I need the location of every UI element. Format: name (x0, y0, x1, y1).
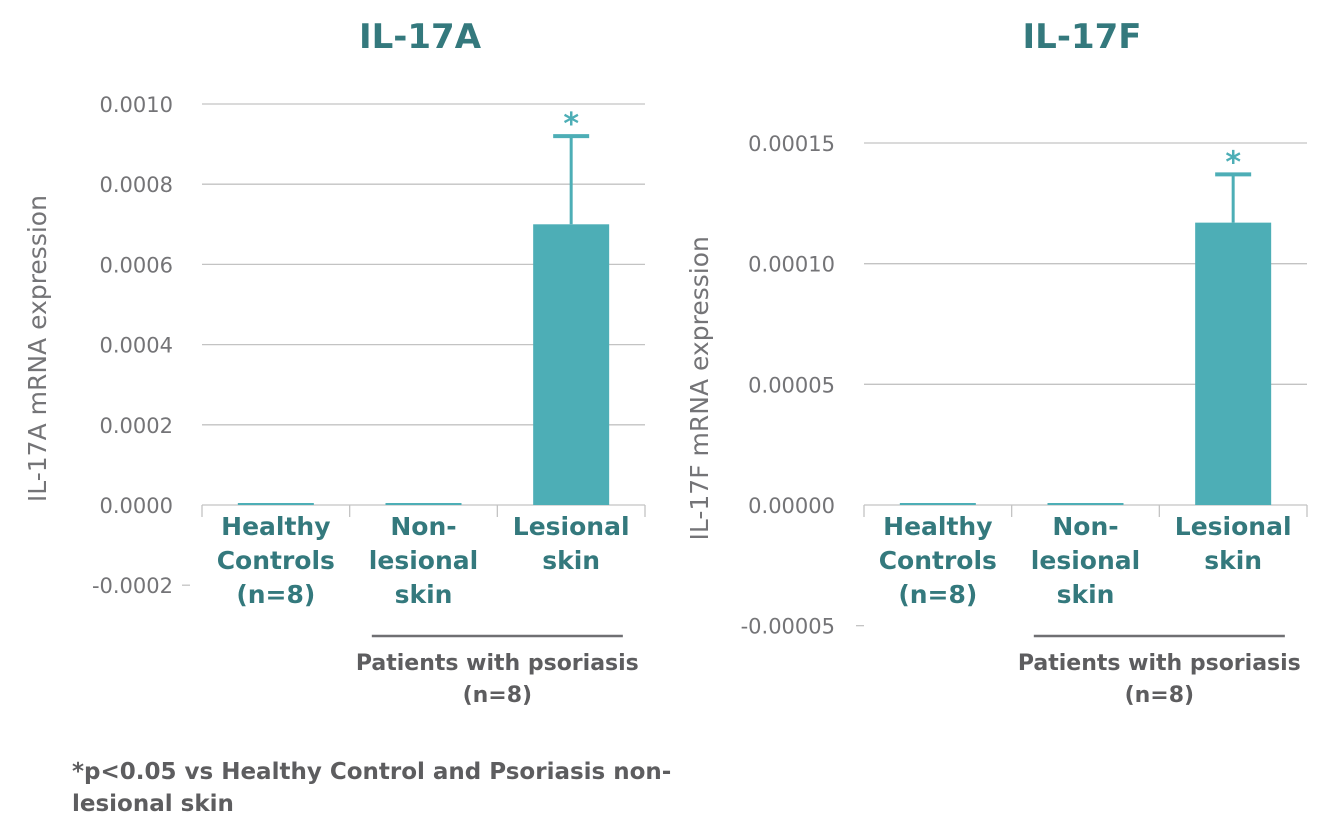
chart1-y-axis-label: IL-17A mRNA expression (23, 195, 52, 502)
chart1-significance-marker: * (563, 107, 579, 142)
chart1-bar (237, 503, 314, 505)
chart2-category-label: Healthy (883, 512, 992, 541)
chart1-category-label: Non- (390, 512, 456, 541)
chart2-category-label: Controls (879, 546, 997, 575)
chart1-category-label: skin (395, 580, 453, 609)
chart2-y-tick-label: 0.00015 (748, 132, 835, 156)
chart1-category-label: (n=8) (236, 580, 315, 609)
chart2-y-axis-label: IL-17F mRNA expression (685, 236, 714, 540)
chart2-title: IL-17F (1023, 17, 1142, 57)
chart2-category-label: skin (1204, 546, 1262, 575)
chart1-group-label: Patients with psoriasis (356, 651, 639, 676)
chart2-bar (899, 503, 976, 505)
chart2-category-label: Non- (1052, 512, 1118, 541)
chart1-category-label: Controls (217, 546, 335, 575)
chart2-bar (1047, 503, 1124, 505)
chart2-significance-marker: * (1225, 145, 1241, 180)
chart1-y-tick-label: 0.0006 (100, 253, 173, 277)
chart2-category-label: (n=8) (898, 580, 977, 609)
chart1-bar (533, 224, 610, 506)
chart2-y-tick-label: 0.00010 (748, 253, 835, 277)
chart1-y-tick-label: 0.0010 (100, 93, 173, 117)
chart1-group-label: (n=8) (463, 683, 533, 708)
chart1-y-tick-label: -0.0002 (92, 574, 173, 598)
footnote: *p<0.05 vs Healthy Control and Psoriasis… (72, 759, 672, 817)
chart1-y-tick-label: 0.0000 (100, 494, 173, 518)
chart1-y-tick-label: 0.0004 (100, 334, 173, 358)
chart2-group-label: (n=8) (1125, 683, 1195, 708)
chart2-bar (1195, 222, 1272, 505)
chart2-category-label: Lesional (1175, 512, 1292, 541)
chart1-y-tick-label: 0.0002 (100, 414, 173, 438)
chart2-category-label: lesional (1031, 546, 1140, 575)
chart1-title: IL-17A (359, 17, 482, 57)
chart1-bar (385, 503, 462, 505)
chart1-category-label: Healthy (221, 512, 330, 541)
chart1-category-label: Lesional (513, 512, 630, 541)
chart1-y-tick-label: 0.0008 (100, 173, 173, 197)
chart2-y-tick-label: 0.00000 (748, 494, 835, 518)
chart2-y-tick-label: 0.00005 (748, 373, 835, 397)
chart2-y-tick-label: -0.00005 (741, 615, 835, 639)
chart2-group-label: Patients with psoriasis (1018, 651, 1301, 676)
chart1-category-label: skin (542, 546, 600, 575)
chart2-category-label: skin (1057, 580, 1115, 609)
chart1-category-label: lesional (369, 546, 478, 575)
